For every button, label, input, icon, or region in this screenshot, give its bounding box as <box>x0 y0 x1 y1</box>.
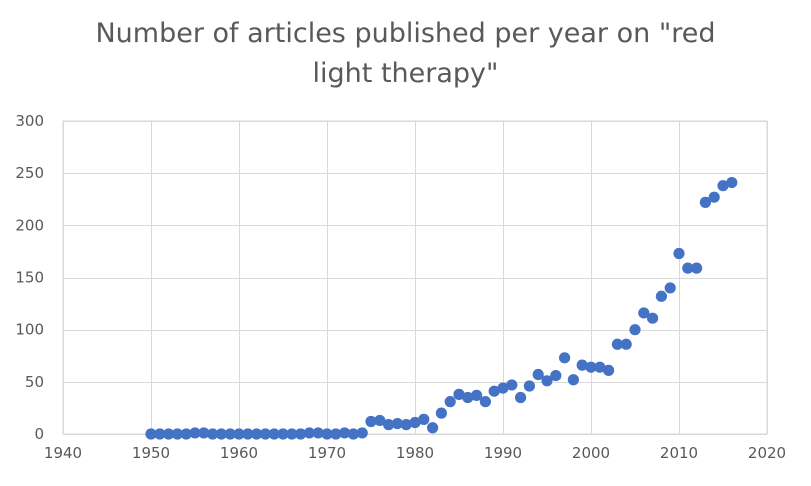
data-point <box>436 408 447 419</box>
data-point <box>673 248 684 259</box>
y-tick-label: 150 <box>15 269 44 287</box>
data-point <box>357 427 368 438</box>
data-point <box>480 396 491 407</box>
data-point <box>726 177 737 188</box>
data-point <box>559 352 570 363</box>
data-point <box>647 313 658 324</box>
y-tick-label: 300 <box>15 112 44 130</box>
data-point <box>524 380 535 391</box>
x-tick-label: 1990 <box>484 444 522 462</box>
x-tick-label: 1940 <box>44 444 82 462</box>
data-point <box>568 374 579 385</box>
x-tick-label: 1950 <box>132 444 170 462</box>
data-point <box>427 422 438 433</box>
data-point <box>665 282 676 293</box>
data-point <box>506 379 517 390</box>
y-tick-label: 100 <box>15 321 44 339</box>
y-tick-label: 50 <box>25 373 44 391</box>
data-point <box>418 414 429 425</box>
data-point <box>621 339 632 350</box>
x-tick-label: 2010 <box>660 444 698 462</box>
data-point <box>709 192 720 203</box>
y-tick-label: 200 <box>15 216 44 234</box>
data-point <box>550 370 561 381</box>
x-tick-label: 1960 <box>220 444 258 462</box>
y-tick-label: 250 <box>15 164 44 182</box>
data-point <box>656 291 667 302</box>
x-tick-label: 1980 <box>396 444 434 462</box>
x-tick-label: 1970 <box>308 444 346 462</box>
x-tick-label: 2000 <box>572 444 610 462</box>
data-point <box>603 365 614 376</box>
data-point <box>445 396 456 407</box>
data-point <box>515 392 526 403</box>
data-point <box>629 324 640 335</box>
data-point <box>691 263 702 274</box>
x-tick-label: 2020 <box>748 444 786 462</box>
y-tick-label: 0 <box>34 425 44 443</box>
